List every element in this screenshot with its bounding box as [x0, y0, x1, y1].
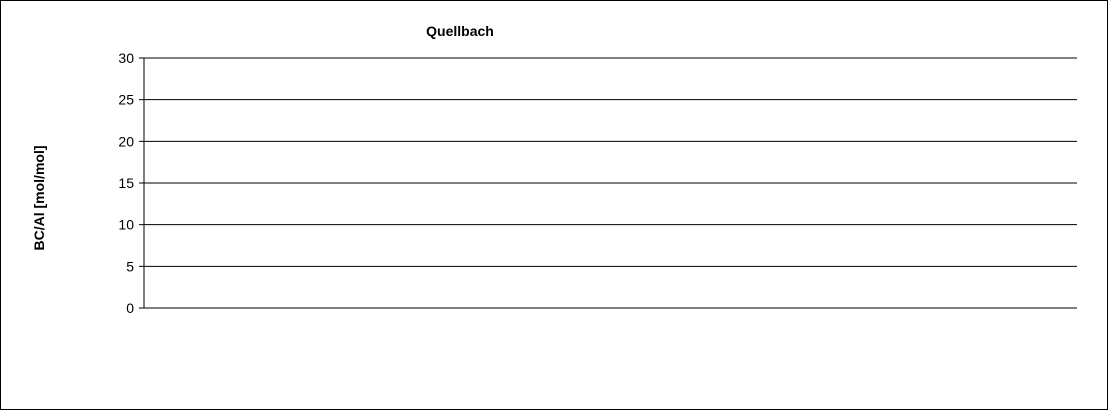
y-tick-label: 5 [126, 258, 134, 274]
y-tick-label: 30 [118, 50, 134, 66]
y-tick-label: 10 [118, 217, 134, 233]
y-axis-label: BC/Al [mol/mol] [31, 146, 47, 251]
y-tick-label: 15 [118, 175, 134, 191]
chart-title: Quellbach [426, 23, 494, 39]
gridlines [144, 58, 1077, 266]
y-tick-label: 0 [126, 300, 134, 316]
y-axis-ticks: 0 5 10 15 20 25 30 [118, 50, 144, 316]
y-tick-label: 20 [118, 133, 134, 149]
y-tick-label: 25 [118, 92, 134, 108]
